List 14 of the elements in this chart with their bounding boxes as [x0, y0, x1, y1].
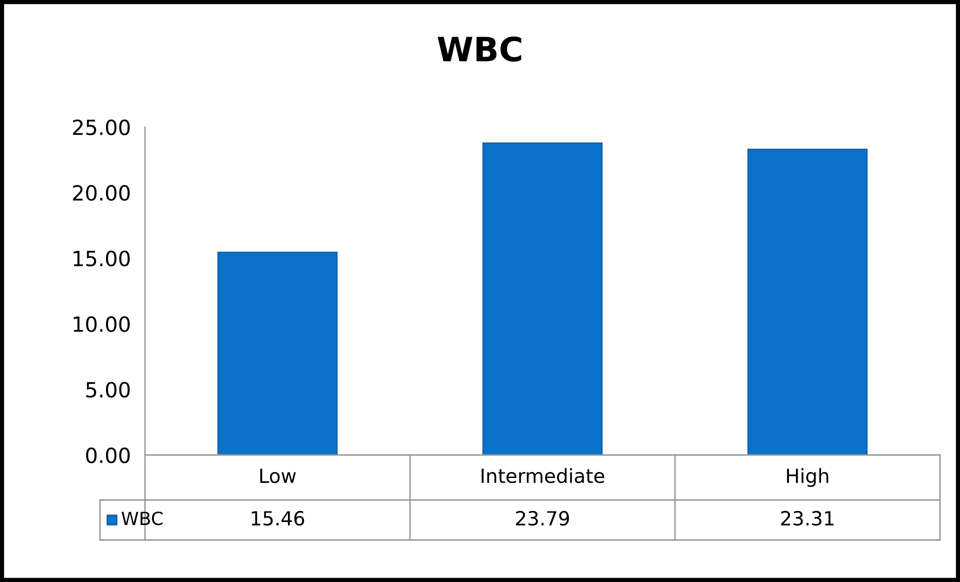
chart-title: WBC [438, 36, 522, 62]
y-tick-label: 25.00 [72, 119, 130, 136]
legend-label: WBC [122, 512, 163, 526]
data-label: 15.46 [252, 510, 304, 526]
data-label: 23.31 [781, 510, 834, 526]
x-tick-label: High [787, 468, 828, 487]
y-tick-label: 10.00 [74, 316, 130, 332]
y-tick-label: 15.00 [74, 250, 130, 266]
y-tick-label: 20.00 [72, 185, 130, 201]
data-label: 23.79 [516, 510, 569, 526]
y-tick-label: 0.00 [86, 447, 130, 464]
x-tick-label: Low [260, 468, 296, 484]
x-tick-label: Intermediate [482, 468, 604, 484]
y-tick-label: 5.00 [86, 382, 130, 398]
